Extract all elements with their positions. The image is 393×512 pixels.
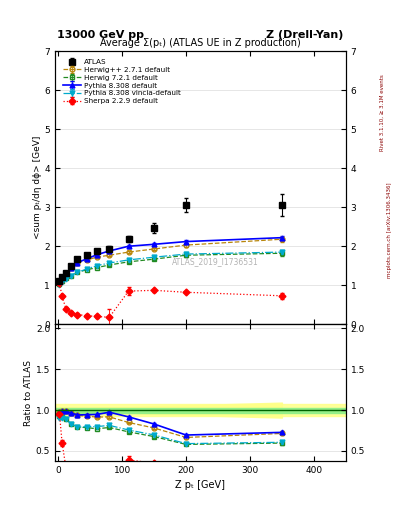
X-axis label: Z pₜ [GeV]: Z pₜ [GeV] <box>175 480 226 490</box>
Legend: ATLAS, Herwig++ 2.7.1 default, Herwig 7.2.1 default, Pythia 8.308 default, Pythi: ATLAS, Herwig++ 2.7.1 default, Herwig 7.… <box>62 57 182 106</box>
Y-axis label: Ratio to ATLAS: Ratio to ATLAS <box>24 359 33 425</box>
Bar <box>55 404 346 416</box>
Text: 13000 GeV pp: 13000 GeV pp <box>57 30 144 40</box>
Title: Average Σ(pₜ) (ATLAS UE in Z production): Average Σ(pₜ) (ATLAS UE in Z production) <box>100 38 301 48</box>
Text: ATLAS_2019_I1736531: ATLAS_2019_I1736531 <box>172 257 258 266</box>
Text: Rivet 3.1.10, ≥ 3.1M events: Rivet 3.1.10, ≥ 3.1M events <box>380 74 384 151</box>
Text: mcplots.cern.ch [arXiv:1306.3436]: mcplots.cern.ch [arXiv:1306.3436] <box>387 183 391 278</box>
Y-axis label: <sum pₜ/dη dϕ> [GeV]: <sum pₜ/dη dϕ> [GeV] <box>33 136 42 240</box>
Text: Z (Drell-Yan): Z (Drell-Yan) <box>266 30 344 40</box>
Bar <box>55 408 346 413</box>
